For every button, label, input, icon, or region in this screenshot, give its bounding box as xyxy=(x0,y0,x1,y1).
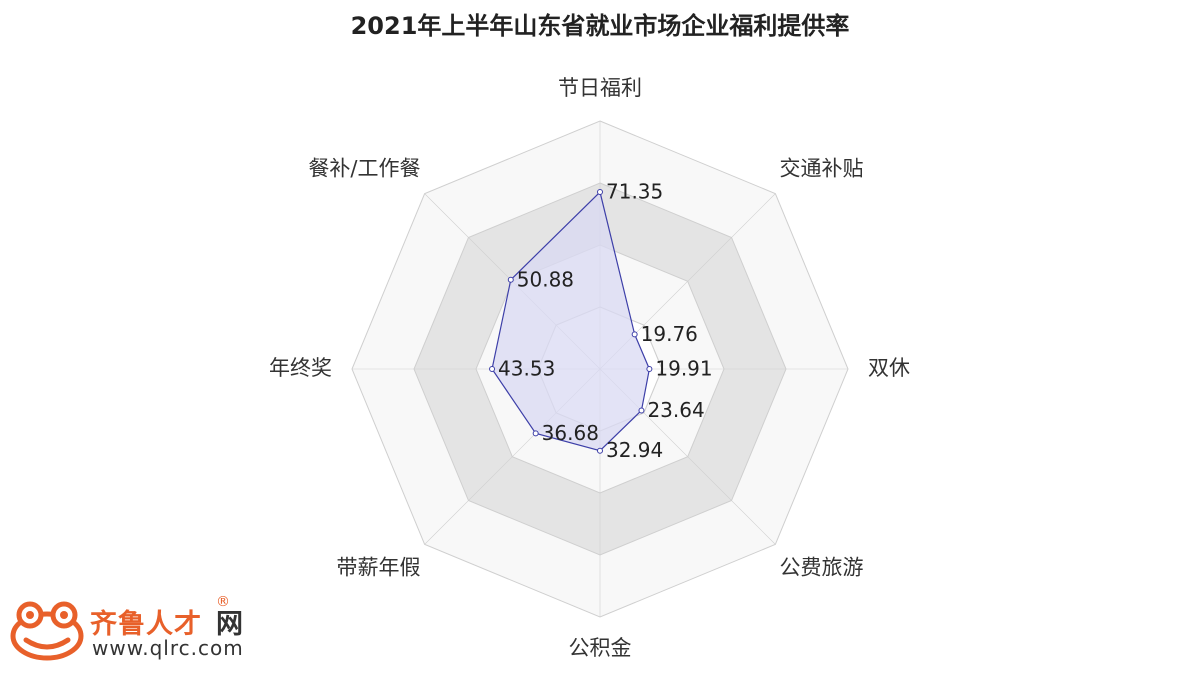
logo-name: 齐鲁人才网 xyxy=(90,602,244,641)
value-label: 23.64 xyxy=(647,398,704,422)
chart-title: 2021年上半年山东省就业市场企业福利提供率 xyxy=(350,12,850,40)
value-label: 19.91 xyxy=(655,357,712,381)
registered-mark: ® xyxy=(216,594,230,610)
data-point xyxy=(532,430,539,437)
axis-label: 交通补贴 xyxy=(780,156,864,180)
axis-label: 带薪年假 xyxy=(336,556,420,580)
data-point xyxy=(597,447,603,454)
axis-label: 公费旅游 xyxy=(780,556,864,580)
logo-suffix: 网 xyxy=(216,609,244,640)
data-point xyxy=(638,407,645,414)
data-point xyxy=(507,276,514,283)
value-label: 32.94 xyxy=(606,438,663,462)
data-point xyxy=(631,331,638,338)
radar-series xyxy=(489,189,653,454)
value-labels: 71.35 19.76 19.91 23.64 32.94 36.68 43.53 50.88 xyxy=(498,180,713,463)
axis-label: 餐补/工作餐 xyxy=(308,156,420,180)
value-label: 19.76 xyxy=(641,322,698,346)
data-point xyxy=(597,189,603,196)
data-point xyxy=(489,366,496,372)
data-point xyxy=(646,366,653,372)
value-label: 50.88 xyxy=(517,267,574,291)
value-label: 71.35 xyxy=(606,180,663,204)
frog-icon xyxy=(10,601,84,661)
logo-name-text: 齐鲁人才 xyxy=(90,609,202,640)
axis-label: 公积金 xyxy=(569,636,632,660)
value-label: 36.68 xyxy=(542,421,599,445)
axis-label: 双休 xyxy=(868,356,910,380)
axis-label: 年终奖 xyxy=(269,356,332,380)
value-label: 43.53 xyxy=(498,357,555,381)
logo-url: www.qlrc.com xyxy=(92,636,244,660)
axis-label: 节日福利 xyxy=(558,76,642,100)
site-logo: 齐鲁人才网 ® www.qlrc.com xyxy=(10,594,270,668)
